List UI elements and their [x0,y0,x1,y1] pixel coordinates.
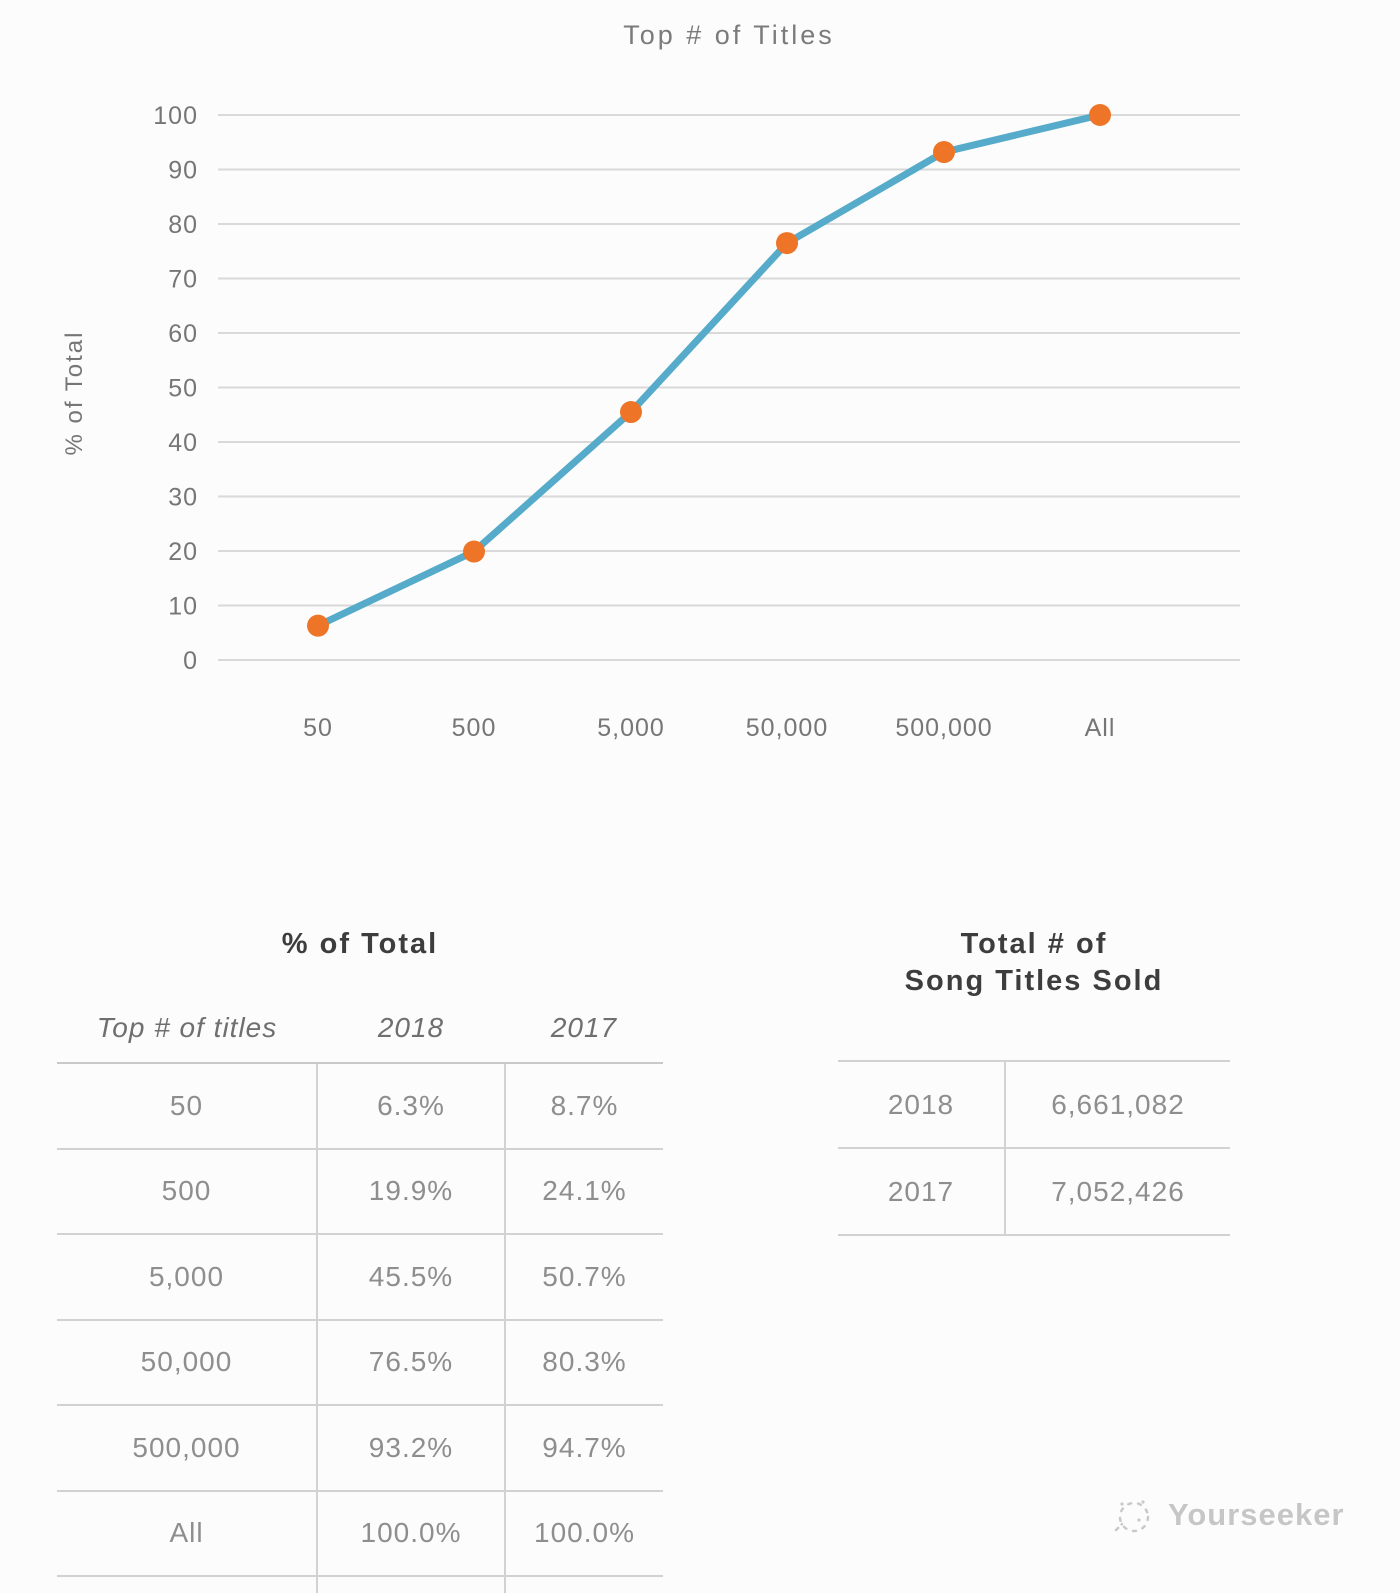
percent-table-header-row: Top # of titles 2018 2017 [57,993,663,1064]
table-cell: 500,000 [57,1404,318,1491]
x-tick-label: 500 [452,714,497,742]
totals-table-title-line2: Song Titles Sold [904,965,1164,997]
column-header-top-titles: Top # of titles [57,993,317,1064]
table-cell: 100.0% [317,1489,505,1576]
table-cell: 24.1% [504,1147,663,1234]
chart-title: Top # of Titles [623,20,835,50]
table-cell: 76.5% [317,1318,505,1405]
table-row: 500 19.9% 24.1% [57,1147,663,1234]
x-tick-label: 5,000 [597,714,665,742]
table-cell: 6,661,082 [1005,1060,1230,1148]
y-tick-label: 10 [168,593,198,621]
x-tick-label: 50,000 [746,714,828,742]
table-row: 2018 6,661,082 [838,1060,1230,1148]
table-cell: 93.2% [317,1404,505,1491]
table-cell: 5,000 [57,1233,318,1320]
table-cell: 6.3% [317,1062,505,1149]
table-cell: 2018 [838,1060,1006,1148]
watermark-text: Yourseeker [1168,1497,1345,1532]
percent-table-title: % of Total [281,928,439,960]
data-point [1089,104,1111,126]
y-tick-label: 70 [168,266,198,294]
table-cell: 94.7% [504,1404,663,1491]
table-cell: All [57,1489,318,1576]
y-tick-label: 100 [153,102,198,130]
y-tick-label: 50 [168,375,198,403]
data-point [620,401,642,424]
data-point [776,232,798,255]
data-point [463,540,485,563]
table-cell-empty [317,1575,505,1593]
y-tick-label: 30 [168,484,198,512]
y-tick-label: 0 [183,647,198,675]
percent-table: Top # of titles 2018 2017 50 6.3% 8.7% 500 1… [57,993,663,1593]
data-line-2018 [314,111,1104,630]
table-cell-empty [504,1575,663,1593]
table-border-extension [57,1575,663,1593]
totals-table: 2018 6,661,082 2017 7,052,426 [838,1060,1230,1236]
table-cell: 50,000 [57,1318,318,1405]
y-tick-label: 60 [168,320,198,348]
totals-table-title: Total # of Song Titles Sold [838,926,1230,1000]
line-chart: 0 10 20 30 40 50 60 70 80 90 100 50 500 5,000 50,000 50… [153,102,1240,742]
column-header-2018: 2018 [317,993,505,1064]
y-tick-label: 80 [168,211,198,239]
table-cell: 50 [57,1062,318,1149]
table-cell: 7,052,426 [1005,1147,1230,1236]
table-cell: 19.9% [317,1147,505,1234]
x-tick-label: 500,000 [895,714,992,742]
table-cell: 2017 [838,1147,1006,1236]
table-row: 5,000 45.5% 50.7% [57,1233,663,1320]
column-header-2017: 2017 [505,993,663,1064]
watermark: Yourseeker [1108,1490,1345,1540]
table-row: 500,000 93.2% 94.7% [57,1404,663,1491]
y-tick-label: 20 [168,538,198,566]
y-tick-label: 90 [168,157,198,185]
table-row: 2017 7,052,426 [838,1147,1230,1236]
x-tick-label: 50 [303,714,333,742]
yourseeker-logo-icon [1114,1500,1150,1533]
table-cell: 500 [57,1147,318,1234]
data-point [307,614,329,637]
table-row: 50,000 76.5% 80.3% [57,1318,663,1405]
table-row: 50 6.3% 8.7% [57,1062,663,1149]
totals-table-title-line1: Total # of [960,928,1108,960]
table-cell: 45.5% [317,1233,505,1320]
x-tick-label: All [1085,714,1116,742]
data-point [933,141,955,164]
table-row: All 100.0% 100.0% [57,1489,663,1576]
y-tick-label: 40 [168,429,198,457]
table-cell: 80.3% [504,1318,663,1405]
table-cell: 100.0% [504,1489,663,1576]
table-cell: 50.7% [504,1233,663,1320]
table-cell-empty [57,1575,318,1593]
table-cell: 8.7% [504,1062,663,1149]
